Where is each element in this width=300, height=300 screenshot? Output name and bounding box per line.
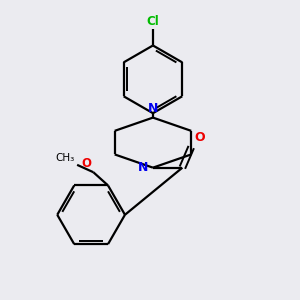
Text: N: N: [148, 102, 158, 115]
Text: O: O: [81, 157, 91, 170]
Text: N: N: [138, 161, 148, 174]
Text: Cl: Cl: [147, 15, 159, 28]
Text: O: O: [194, 131, 205, 144]
Text: CH₃: CH₃: [56, 153, 75, 164]
